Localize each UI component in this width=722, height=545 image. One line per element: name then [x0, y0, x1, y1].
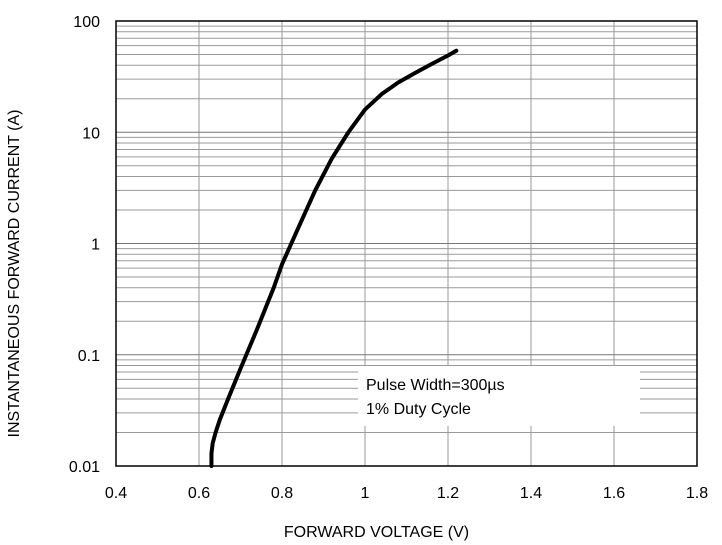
plot-frame	[115, 20, 698, 467]
y-tick-label: 1	[91, 237, 100, 254]
x-tick-label: 1.8	[686, 485, 708, 502]
x-axis-title: FORWARD VOLTAGE (V)	[284, 524, 469, 541]
y-tick-labels: 0.01 0.1 1 10 100	[69, 14, 100, 476]
annotation-box	[358, 366, 640, 426]
x-tick-label: 1.4	[520, 485, 542, 502]
annotation-line-1: Pulse Width=300µs	[366, 377, 505, 394]
y-tick-label: 10	[82, 125, 100, 142]
y-axis-title: INSTANTANEOUS FORWARD CURRENT (A)	[6, 109, 23, 437]
y-tick-label: 100	[73, 14, 100, 31]
y-tick-label: 0.1	[78, 348, 100, 365]
series-line-0	[209, 48, 459, 468]
x-tick-label: 0.6	[188, 485, 210, 502]
annotation-line-2: 1% Duty Cycle	[366, 401, 471, 418]
x-tick-label: 1.2	[437, 485, 459, 502]
x-tick-label: 0.4	[105, 485, 127, 502]
x-tick-label: 0.8	[271, 485, 293, 502]
x-tick-label: 1.6	[603, 485, 625, 502]
y-tick-label: 0.01	[69, 459, 100, 476]
x-tick-label: 1	[361, 485, 370, 502]
series-layer	[209, 48, 459, 468]
x-tick-labels: 0.4 0.6 0.8 1 1.2 1.4 1.6 1.8	[105, 485, 708, 502]
